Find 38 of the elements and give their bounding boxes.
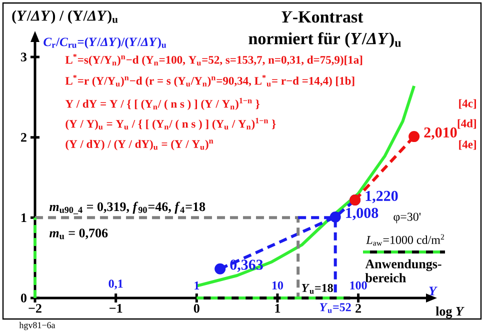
text: [4e] <box>459 140 476 150</box>
x-tick-label: 1 <box>275 304 280 313</box>
y-tick-label: 3 <box>20 52 27 62</box>
annotation: (Y / dY) / (Y / dY)$_{u}$ = (Y / Y$_{u}$)$^{n}$ <box>66 140 214 150</box>
x-axis-title: log Y <box>436 306 464 318</box>
x2-tick-label: 1 <box>194 282 200 290</box>
x-tick-label: 0 <box>194 304 200 313</box>
text: m$_{u90_4}$ = 0,319, f$_{90}$=46, f$_{4}$=18 <box>49 202 206 214</box>
text: L$^{*}$=s(Y/Y$_{n}$)$^{n}$−d (Y$_{n}$=100, Y$_{u}$=52, s=153,7, n=0,31, d=75,9)[1a] <box>65 54 362 66</box>
chart-title: Y-Kontrast <box>282 11 364 23</box>
y-tick-label: 0 <box>20 294 26 302</box>
y-axis-title: (Y/ΔY) / (Y/ΔY)$_{u}$ <box>12 10 118 24</box>
x-tick-label: −2 <box>28 304 42 313</box>
x2-tick-label: 10 <box>272 281 284 290</box>
text: C$_{r}$/C$_{ru}$=(Y/ΔY)/(Y/ΔY)$_{u}$ <box>44 37 166 49</box>
y-tick-label: 2 <box>21 133 26 142</box>
y-tick-label: 1 <box>22 213 26 222</box>
annotation: m$_{u}$ = 0,706 <box>49 228 108 240</box>
text: [4c] <box>459 99 476 109</box>
text: L$^{*}$=r (Y/Y$_{u}$)$^{n}$−d (r = s (Y$_{u}$/Y$_{n}$)$^{n}$=90,34, L$^{*}$$_{u}$= r−d =14,4) [1b] <box>65 74 354 88</box>
annotation: L$_{aw}$=1000 cd/m$^{2}$ <box>366 234 444 246</box>
x2-axis-title: Y <box>429 286 438 296</box>
x2-tick-label: 100 <box>350 281 367 290</box>
series-label: Anwendungs- bereich <box>365 259 442 282</box>
annotation: Y / dY = Y / { [ (Y$_{n}$/ ( n s ) ] (Y / Y$_{n}$)$^{1−n}$ } <box>65 98 260 110</box>
annotation: φ=30' <box>394 212 421 224</box>
data-label: 2,010 <box>424 127 457 140</box>
x2-tick-label: 0,1 <box>108 280 123 290</box>
data-label: 1,220 <box>366 190 398 204</box>
x-tick-label: 2 <box>356 304 361 313</box>
chart-subtitle: normiert für (Y/ΔY)$_{u}$ <box>248 32 401 48</box>
text: (Y / Y)$_{u}$ = Y$_{u}$ / { [ (Y$_{n}$/ ( n s ) ] (Y$_{u}$ / Y$_{n}$)$^{1−n}$ } <box>66 118 276 130</box>
x-tick-label: −1 <box>110 304 122 313</box>
annotation: Y$_{u}$=18 <box>302 284 333 294</box>
annotation: Y$_{u}$=52 <box>320 303 351 314</box>
data-label: 1,008 <box>346 208 378 220</box>
text: [4d] <box>458 119 476 129</box>
text: hgv81−6a <box>19 322 56 330</box>
